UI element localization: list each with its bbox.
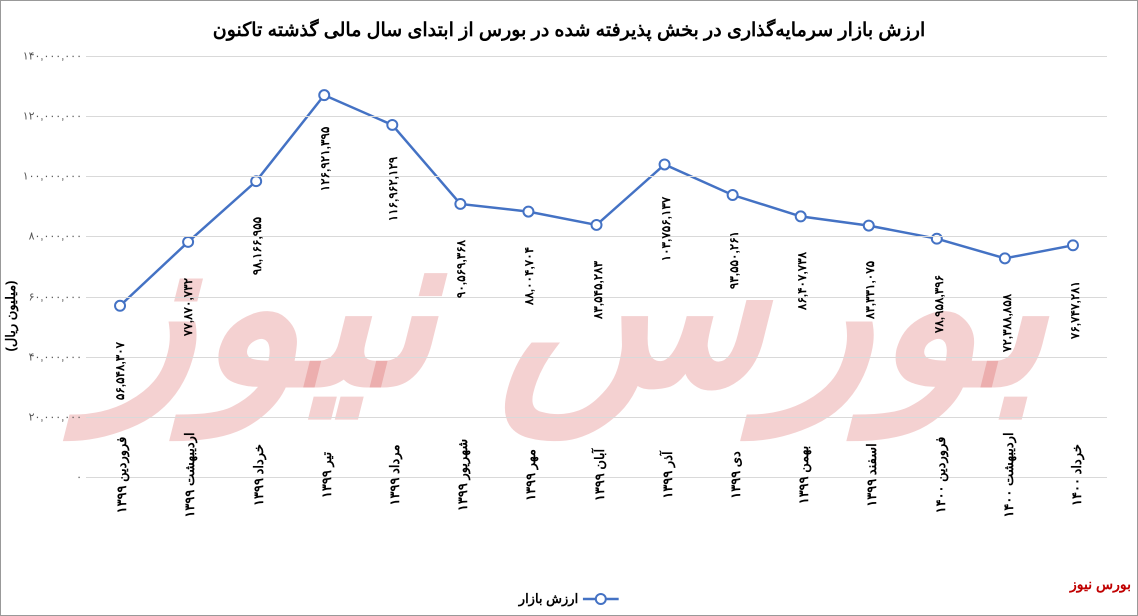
- chart-title: ارزش بازار سرمایه‌گذاری در بخش پذیرفته ش…: [1, 1, 1137, 52]
- legend-marker-icon: [583, 592, 619, 606]
- x-tick-label: دی ۱۳۹۹: [728, 451, 744, 499]
- data-label: ۹۰,۵۶۹,۳۶۸: [454, 240, 468, 298]
- chart-container: بورس نیوز ارزش بازار سرمایه‌گذاری در بخش…: [0, 0, 1138, 616]
- x-tick-label: آذر ۱۳۹۹: [660, 451, 676, 498]
- y-axis: ۰۲۰,۰۰۰,۰۰۰۴۰,۰۰۰,۰۰۰۶۰,۰۰۰,۰۰۰۸۰,۰۰۰,۰۰…: [1, 56, 86, 475]
- data-marker: [455, 199, 465, 209]
- gridline: [86, 176, 1107, 177]
- data-label: ۹۳,۵۵۰,۲۶۱: [727, 231, 741, 289]
- data-label: ۱۱۶,۹۶۲,۱۲۹: [386, 157, 400, 222]
- data-marker: [728, 190, 738, 200]
- data-label: ۷۶,۷۴۷,۲۸۱: [1068, 281, 1082, 339]
- y-tick-label: ۱۴۰,۰۰۰,۰۰۰: [23, 50, 82, 63]
- gridline: [86, 417, 1107, 418]
- gridline: [86, 236, 1107, 237]
- x-tick-label: مهر ۱۳۹۹: [523, 449, 539, 501]
- x-tick-label: آبان ۱۳۹۹: [592, 449, 608, 501]
- y-tick-label: ۸۰,۰۰۰,۰۰۰: [29, 230, 82, 243]
- x-tick-label: اسفند ۱۳۹۹: [864, 443, 880, 506]
- data-marker: [1068, 240, 1078, 250]
- data-label: ۸۳,۵۴۵,۲۸۳: [591, 261, 605, 319]
- data-marker: [523, 207, 533, 217]
- y-tick-label: ۱۲۰,۰۰۰,۰۰۰: [23, 110, 82, 123]
- y-tick-label: ۴۰,۰۰۰,۰۰۰: [29, 350, 82, 363]
- data-label: ۷۷,۸۷۰,۷۳۲: [181, 278, 195, 336]
- data-marker: [387, 120, 397, 130]
- data-marker: [592, 220, 602, 230]
- data-marker: [319, 90, 329, 100]
- y-tick-label: ۰: [76, 471, 82, 484]
- data-label: ۸۳,۳۳۱,۰۷۵: [863, 261, 877, 319]
- data-label: ۸۸,۰۰۴,۷۰۴: [522, 247, 536, 305]
- gridline: [86, 357, 1107, 358]
- data-marker: [864, 221, 874, 231]
- gridline: [86, 116, 1107, 117]
- gridline: [86, 56, 1107, 57]
- data-label: ۷۸,۹۵۸,۳۹۶: [932, 274, 946, 332]
- data-label: ۱۲۶,۹۲۱,۳۹۵: [318, 127, 332, 192]
- data-label: ۱۰۳,۷۵۶,۱۳۷: [659, 197, 673, 262]
- x-tick-label: خرداد ۱۳۹۹: [251, 444, 267, 506]
- y-tick-label: ۲۰,۰۰۰,۰۰۰: [29, 410, 82, 423]
- data-label: ۹۸,۱۶۶,۹۵۵: [250, 217, 264, 275]
- data-marker: [932, 234, 942, 244]
- data-label: ۷۲,۳۸۸,۸۵۸: [1000, 294, 1014, 352]
- data-label: ۸۶,۴۰۷,۷۳۸: [795, 252, 809, 310]
- data-marker: [115, 301, 125, 311]
- x-tick-label: اردیبهشت ۱۴۰۰: [1001, 432, 1017, 517]
- x-tick-label: اردیبهشت ۱۳۹۹: [182, 432, 198, 517]
- y-tick-label: ۱۰۰,۰۰۰,۰۰۰: [23, 170, 82, 183]
- data-marker: [660, 159, 670, 169]
- plot-area: ۵۶,۵۴۸,۳۰۷ ۷۷,۸۷۰,۷۳۲ ۹۸,۱۶۶,۹۵۵ ۱۲۶,۹۲۱,۳۹…: [86, 56, 1107, 475]
- x-axis: فروردین ۱۳۹۹اردیبهشت ۱۳۹۹خرداد ۱۳۹۹تیر ۱…: [86, 475, 1107, 575]
- data-marker: [183, 237, 193, 247]
- legend-label: ارزش بازار: [519, 591, 578, 607]
- data-marker: [251, 176, 261, 186]
- y-tick-label: ۶۰,۰۰۰,۰۰۰: [29, 290, 82, 303]
- x-tick-label: خرداد ۱۴۰۰: [1069, 444, 1085, 506]
- data-marker: [1000, 253, 1010, 263]
- legend: ارزش بازار: [519, 591, 619, 607]
- data-marker: [796, 211, 806, 221]
- x-tick-label: فروردین ۱۳۹۹: [114, 437, 130, 514]
- data-label: ۵۶,۵۴۸,۳۰۷: [113, 342, 127, 400]
- x-tick-label: مرداد ۱۳۹۹: [387, 445, 403, 506]
- corner-watermark: بورس نیوز: [1070, 576, 1131, 593]
- x-tick-label: شهریور ۱۳۹۹: [455, 439, 471, 511]
- x-tick-label: تیر ۱۳۹۹: [319, 452, 335, 498]
- x-tick-label: فروردین ۱۴۰۰: [933, 437, 949, 514]
- x-tick-label: بهمن ۱۳۹۹: [796, 446, 812, 505]
